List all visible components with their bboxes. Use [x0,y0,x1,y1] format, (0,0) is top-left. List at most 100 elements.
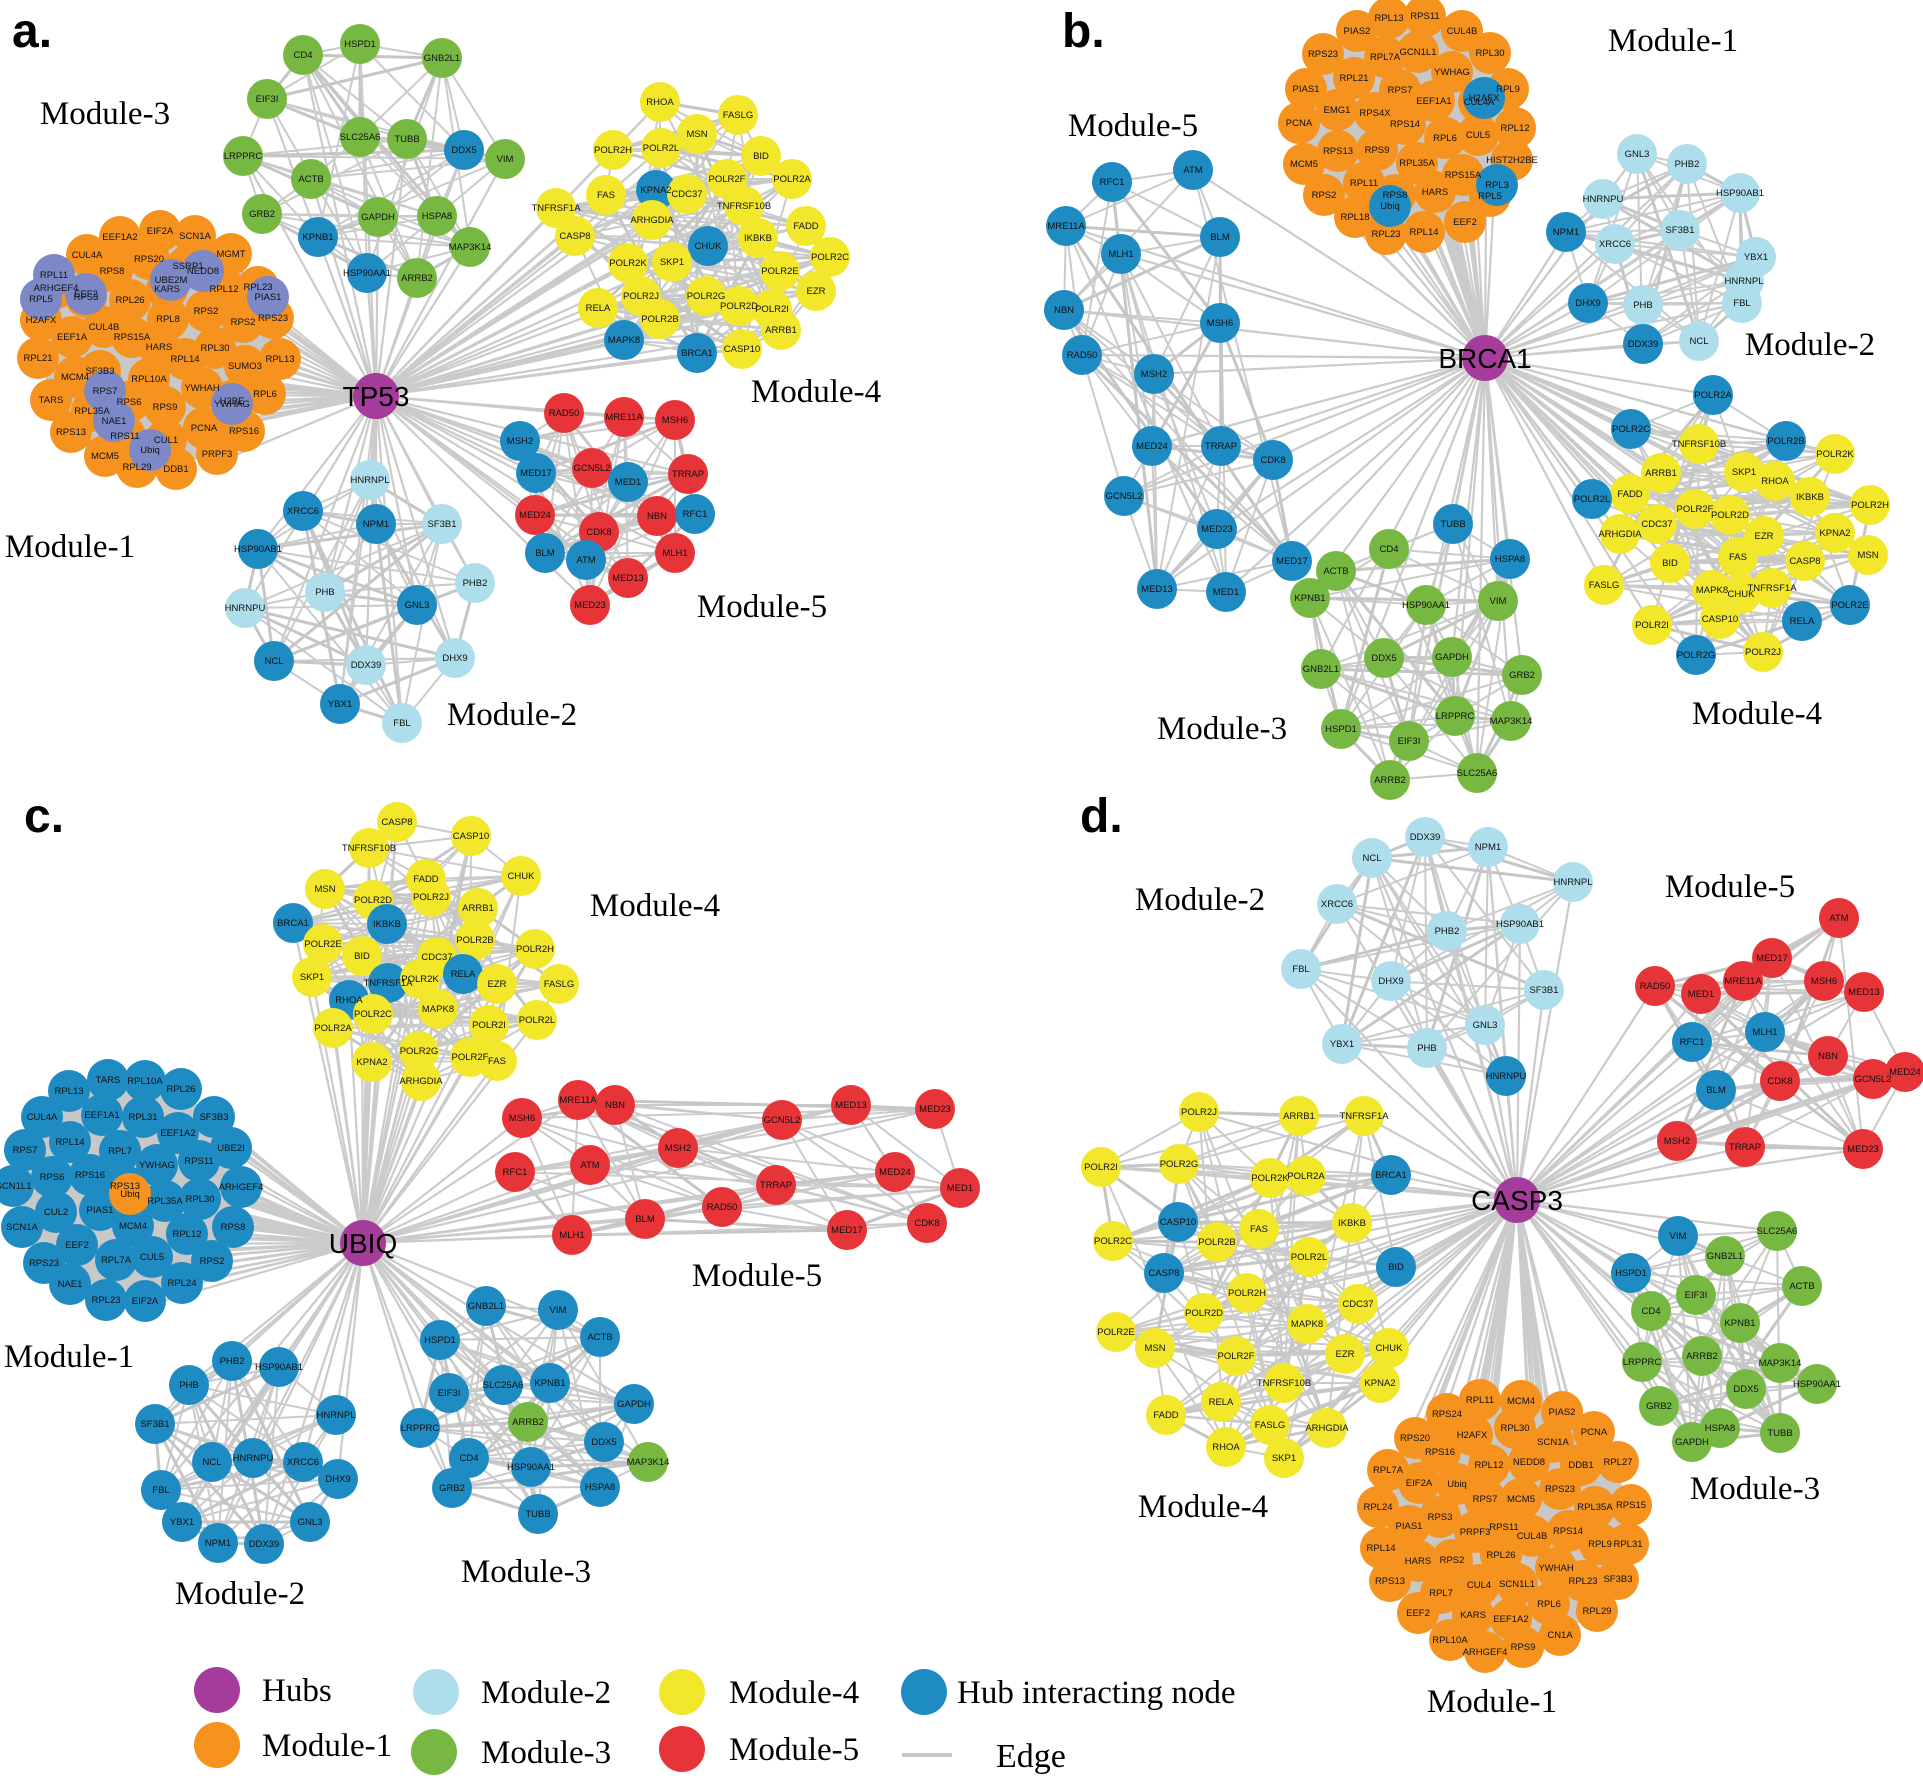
svg-text:HSPA8: HSPA8 [1495,554,1525,565]
svg-text:EEF1A: EEF1A [57,332,88,343]
svg-text:Module-5: Module-5 [697,589,827,625]
svg-text:XRCC6: XRCC6 [1599,239,1631,250]
svg-text:MRE11A: MRE11A [1724,976,1762,987]
svg-text:NEDD8: NEDD8 [1513,1457,1545,1468]
svg-text:ARHGDIA: ARHGDIA [1598,529,1642,540]
svg-text:GCN5L2: GCN5L2 [574,463,611,474]
svg-text:Hubs: Hubs [262,1673,332,1709]
svg-text:RHOA: RHOA [646,97,674,108]
svg-text:Module-5: Module-5 [729,1732,859,1768]
svg-text:CUL4A: CUL4A [27,1112,58,1123]
svg-text:RPL12: RPL12 [209,284,238,295]
svg-text:RPS9: RPS9 [1511,1642,1536,1653]
svg-text:KARS: KARS [154,284,180,295]
svg-text:TNFRSF1A: TNFRSF1A [1747,583,1797,594]
svg-text:MED1: MED1 [615,477,641,488]
svg-text:ARRB1: ARRB1 [1283,1111,1315,1122]
svg-text:MSH2: MSH2 [1664,1136,1690,1147]
svg-text:MAPK8: MAPK8 [608,335,640,346]
svg-text:Module-4: Module-4 [1138,1489,1268,1525]
svg-text:TARS: TARS [39,395,64,406]
svg-text:TRRAP: TRRAP [1205,441,1237,452]
svg-text:FAS: FAS [488,1056,506,1067]
svg-text:POLR2D: POLR2D [1185,1308,1223,1319]
svg-text:POLR2D: POLR2D [354,895,392,906]
svg-text:TNFRSF10B: TNFRSF10B [1672,439,1726,450]
svg-text:RPS16: RPS16 [1425,1447,1455,1458]
svg-text:SF3B1: SF3B1 [427,519,456,530]
svg-text:VIM: VIM [1670,1231,1687,1242]
svg-text:RPL23: RPL23 [1371,229,1400,240]
svg-text:KPNA2: KPNA2 [640,185,671,196]
svg-text:XRCC6: XRCC6 [287,1457,319,1468]
svg-text:IKBKB: IKBKB [744,233,772,244]
svg-text:TP53: TP53 [343,381,410,412]
svg-text:Module-2: Module-2 [1135,882,1265,918]
svg-text:RPL24: RPL24 [1363,1502,1392,1513]
svg-text:SKP1: SKP1 [300,972,324,983]
svg-text:NPM1: NPM1 [1553,227,1579,238]
svg-text:MED23: MED23 [574,600,606,611]
svg-text:POLR2F: POLR2F [709,174,746,185]
svg-text:TUBB: TUBB [394,134,419,145]
svg-text:NCL: NCL [1362,853,1381,864]
svg-text:RPS2: RPS2 [231,317,256,328]
svg-text:FAS: FAS [597,190,615,201]
svg-text:CD4: CD4 [1379,544,1398,555]
svg-text:BID: BID [1662,558,1678,569]
svg-text:RPS11: RPS11 [184,1156,213,1167]
svg-text:RPS2: RPS2 [1440,1555,1465,1566]
svg-text:POLR2K: POLR2K [1816,449,1854,460]
svg-text:RPL35A: RPL35A [74,406,110,417]
svg-text:RPL9: RPL9 [1588,1539,1612,1550]
svg-text:RPL23: RPL23 [1568,1576,1597,1587]
svg-text:XRCC6: XRCC6 [287,506,319,517]
svg-text:CASP10: CASP10 [453,831,489,842]
svg-text:HNRNPL: HNRNPL [316,1410,355,1421]
svg-text:TRRAP: TRRAP [1729,1142,1761,1153]
svg-text:CHUK: CHUK [1376,1343,1404,1354]
svg-text:CHUK: CHUK [508,871,536,882]
svg-text:Ubiq: Ubiq [1380,201,1400,212]
svg-text:CDC37: CDC37 [1342,1299,1373,1310]
svg-text:RPL31: RPL31 [128,1112,157,1123]
svg-text:ARHGEF4: ARHGEF4 [1463,1647,1508,1658]
svg-text:MED24: MED24 [879,1167,911,1178]
svg-text:PHB: PHB [1633,300,1653,311]
svg-text:DHX9: DHX9 [442,653,467,664]
svg-text:RPS8: RPS8 [1383,190,1408,201]
svg-text:RPL14: RPL14 [55,1137,84,1148]
svg-text:MAP3K14: MAP3K14 [627,1457,670,1468]
svg-text:RELA: RELA [1209,1397,1234,1408]
svg-text:IKBKB: IKBKB [1796,492,1824,503]
svg-text:NAE1: NAE1 [102,416,127,427]
svg-text:RPS7: RPS7 [1473,1494,1498,1505]
svg-text:CDK8: CDK8 [1260,455,1285,466]
svg-text:ATM: ATM [1829,913,1848,924]
svg-text:RPL7: RPL7 [1429,1588,1453,1599]
svg-text:CUL4B: CUL4B [89,322,120,333]
svg-text:RPS11: RPS11 [1410,11,1439,22]
svg-text:KPNB1: KPNB1 [1724,1318,1755,1329]
svg-text:POLR2B: POLR2B [456,935,494,946]
svg-text:RFC1: RFC1 [503,1167,528,1178]
svg-text:CDK8: CDK8 [586,527,611,538]
svg-text:ATM: ATM [580,1160,599,1171]
svg-text:MSH6: MSH6 [1207,318,1233,329]
svg-text:EEF1A2: EEF1A2 [160,1128,195,1139]
svg-text:RFC1: RFC1 [1100,177,1125,188]
svg-text:VIM: VIM [550,1305,567,1316]
svg-text:CDC37: CDC37 [1641,519,1672,530]
svg-text:PHB2: PHB2 [463,578,488,589]
svg-text:EZR: EZR [488,979,507,990]
svg-text:HSP90AA1: HSP90AA1 [1402,600,1450,611]
svg-text:FASLG: FASLG [1255,1420,1286,1431]
svg-text:XRCC6: XRCC6 [1321,899,1353,910]
svg-text:GNB2L1: GNB2L1 [468,1301,504,1312]
svg-text:POLR2K: POLR2K [1251,1173,1289,1184]
svg-text:POLR2L: POLR2L [1574,494,1610,505]
svg-text:DHX9: DHX9 [325,1474,350,1485]
svg-text:HSPD1: HSPD1 [1615,1268,1647,1279]
svg-text:POLR2I: POLR2I [472,1020,506,1031]
svg-text:PCNA: PCNA [1286,118,1313,129]
